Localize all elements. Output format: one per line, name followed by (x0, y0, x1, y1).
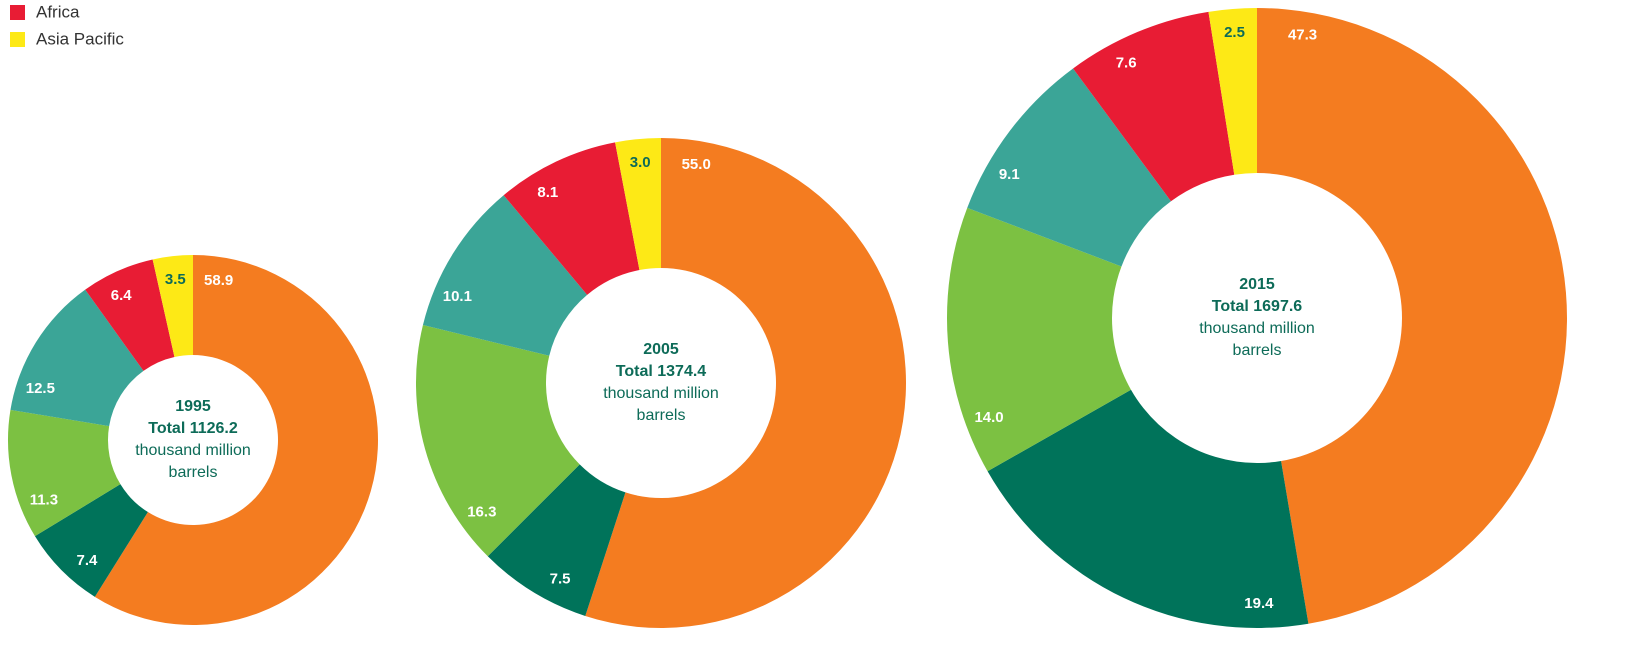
value-label: 6.4 (111, 287, 133, 304)
donut-slice (94, 255, 378, 625)
center-unit: barrels (637, 407, 686, 424)
center-total: Total 1126.2 (148, 420, 238, 437)
center-unit: barrels (169, 464, 218, 481)
donut-slice (1208, 8, 1257, 175)
center-unit: thousand million (135, 442, 251, 459)
value-label: 7.6 (1116, 55, 1137, 72)
value-label: 8.1 (537, 184, 558, 201)
center-unit: thousand million (1199, 320, 1315, 337)
donut-slice (585, 138, 906, 628)
donut-slice (152, 255, 193, 358)
center-total: Total 1374.4 (616, 363, 707, 380)
legend-swatch (10, 5, 25, 20)
donut-slice (34, 484, 148, 597)
value-label: 14.0 (974, 409, 1003, 426)
value-label: 9.1 (999, 166, 1020, 183)
center-year: 2015 (1239, 276, 1275, 293)
value-label: 7.4 (77, 552, 99, 569)
value-label: 19.4 (1244, 595, 1274, 612)
donut-slice (503, 142, 640, 295)
donut-slice (947, 207, 1131, 472)
donut-slice (487, 464, 626, 617)
donut-slice (422, 195, 588, 356)
legend-label: Africa (36, 2, 80, 21)
value-label: 3.0 (630, 154, 651, 171)
center-unit: thousand million (603, 385, 719, 402)
donut-slice (967, 68, 1171, 267)
center-total: Total 1697.6 (1212, 298, 1303, 315)
legend-swatch (10, 32, 25, 47)
donut-slice (1073, 11, 1235, 202)
value-label: 58.9 (204, 272, 233, 289)
donut-slice (615, 138, 661, 271)
value-label: 2.5 (1224, 24, 1245, 41)
center-year: 2005 (643, 341, 679, 358)
value-label: 7.5 (550, 571, 571, 588)
donut-slice (1257, 8, 1567, 624)
donut-slice (10, 289, 144, 427)
value-label: 47.3 (1288, 27, 1317, 44)
legend-label: Asia Pacific (36, 29, 124, 48)
donut-slice (416, 325, 580, 557)
value-label: 12.5 (26, 380, 55, 397)
value-label: 16.3 (467, 503, 496, 520)
donut-slice (987, 389, 1309, 629)
donut-slice (7, 409, 121, 537)
value-label: 3.5 (165, 271, 186, 288)
donut-slice (85, 259, 175, 371)
center-year: 1995 (175, 398, 211, 415)
value-label: 55.0 (682, 156, 711, 173)
value-label: 10.1 (443, 288, 472, 305)
center-unit: barrels (1233, 342, 1282, 359)
value-label: 11.3 (30, 492, 58, 509)
